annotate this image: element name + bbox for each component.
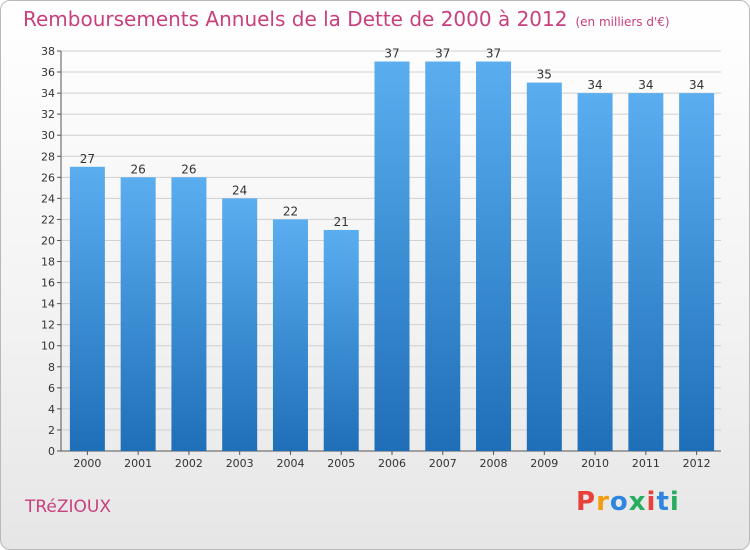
proxiti-logo: Proxiti	[576, 487, 680, 517]
bar	[577, 93, 613, 452]
bar	[323, 229, 359, 451]
y-tick-label: 14	[41, 298, 55, 311]
y-tick-label: 22	[41, 213, 55, 226]
x-tick-label: 2001	[124, 457, 152, 470]
y-tick-label: 24	[41, 192, 55, 205]
bar	[374, 61, 410, 452]
bar-value-label: 35	[537, 68, 552, 82]
y-tick-label: 32	[41, 108, 55, 121]
y-tick-label: 4	[48, 403, 55, 416]
logo-letter: r	[596, 487, 610, 517]
bar	[425, 61, 461, 452]
bar	[69, 166, 105, 451]
bar-value-label: 26	[131, 162, 146, 176]
bar-value-label: 22	[283, 204, 298, 218]
x-tick-label: 2011	[632, 457, 660, 470]
chart-title: Remboursements Annuels de la Dette de 20…	[23, 7, 670, 31]
bar-value-label: 37	[384, 47, 399, 61]
y-tick-label: 36	[41, 66, 55, 79]
bar	[120, 177, 156, 451]
bar-value-label: 34	[638, 78, 653, 92]
x-tick-label: 2008	[480, 457, 508, 470]
bar	[679, 93, 715, 452]
x-tick-label: 2005	[327, 457, 355, 470]
y-tick-label: 8	[48, 361, 55, 374]
bar	[171, 177, 207, 451]
town-name: TRéZIOUX	[25, 497, 112, 517]
x-tick-label: 2009	[530, 457, 558, 470]
y-tick-label: 38	[41, 45, 55, 58]
logo-letter: P	[576, 487, 597, 517]
x-tick-label: 2002	[175, 457, 203, 470]
logo-letter: i	[646, 487, 657, 517]
y-tick-label: 34	[41, 87, 55, 100]
y-tick-label: 28	[41, 150, 55, 163]
bar-value-label: 24	[232, 183, 247, 197]
chart-subtitle: (en milliers d'€)	[575, 15, 670, 29]
x-tick-label: 2006	[378, 457, 406, 470]
y-tick-label: 18	[41, 256, 55, 269]
y-tick-label: 2	[48, 424, 55, 437]
bar	[526, 82, 562, 451]
x-tick-label: 2004	[276, 457, 304, 470]
chart-title-text: Remboursements Annuels de la Dette de 20…	[23, 7, 568, 31]
bar	[628, 93, 664, 452]
y-tick-label: 26	[41, 171, 55, 184]
bar-value-label: 27	[80, 152, 95, 166]
y-tick-label: 20	[41, 234, 55, 247]
bar	[272, 219, 308, 451]
bar-value-label: 37	[486, 47, 501, 61]
y-tick-label: 16	[41, 277, 55, 290]
x-tick-label: 2012	[683, 457, 711, 470]
y-tick-label: 10	[41, 340, 55, 353]
x-tick-label: 2010	[581, 457, 609, 470]
bar-value-label: 21	[334, 215, 349, 229]
bar-value-label: 34	[587, 78, 602, 92]
y-tick-label: 30	[41, 129, 55, 142]
bar-value-label: 37	[435, 47, 450, 61]
bar	[222, 198, 258, 451]
x-tick-label: 2003	[226, 457, 254, 470]
logo-letter: x	[628, 487, 647, 517]
y-tick-label: 12	[41, 319, 55, 332]
bar-value-label: 34	[689, 78, 704, 92]
x-tick-label: 2000	[73, 457, 101, 470]
bar	[476, 61, 512, 452]
x-tick-label: 2007	[429, 457, 457, 470]
y-tick-label: 0	[48, 445, 55, 458]
logo-letter: t	[656, 487, 670, 517]
logo-letter: o	[609, 487, 629, 517]
y-tick-label: 6	[48, 382, 55, 395]
bar-value-label: 26	[181, 162, 196, 176]
logo-letter: i	[669, 487, 680, 517]
